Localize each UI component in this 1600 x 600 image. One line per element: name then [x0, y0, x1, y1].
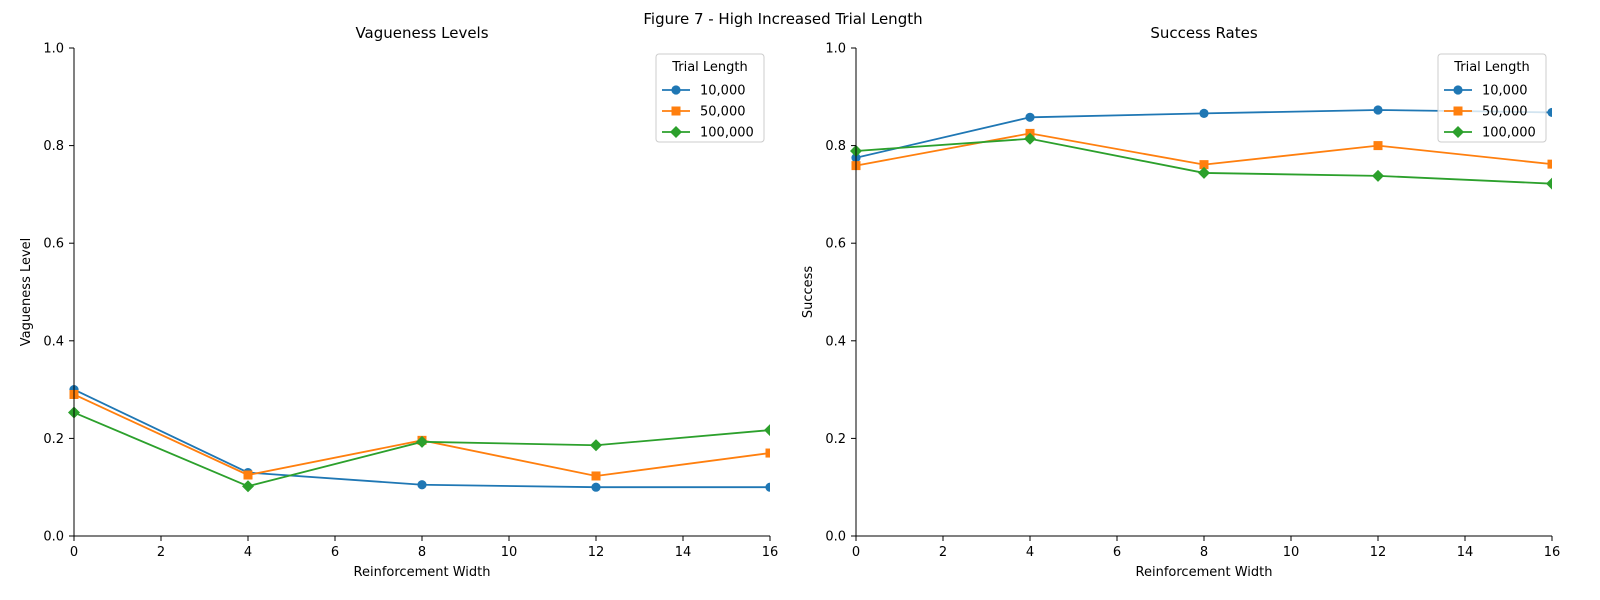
data-point: [1199, 108, 1209, 118]
plot-area: [850, 105, 1552, 190]
x-tick-label: 8: [418, 545, 426, 560]
x-tick-label: 16: [1544, 545, 1561, 560]
legend-label: 10,000: [700, 84, 746, 99]
data-point: [242, 480, 254, 493]
plot-area: [68, 385, 770, 493]
legend-marker: [671, 106, 681, 116]
x-tick-label: 10: [1283, 545, 1300, 560]
legend-marker: [671, 85, 681, 95]
legend-marker: [670, 126, 682, 138]
legend-label: 100,000: [700, 126, 754, 141]
legend-box: [655, 53, 765, 143]
x-tick-label: 2: [939, 545, 947, 560]
x-tick-label: 4: [1026, 545, 1034, 560]
y-axis-label: Vagueness Level: [19, 238, 34, 347]
data-point: [1547, 107, 1552, 118]
y-tick-label: 0.2: [43, 432, 64, 447]
data-point: [1199, 160, 1209, 170]
x-tick-label: 0: [70, 545, 78, 560]
legend-label: 50,000: [1482, 105, 1528, 120]
data-point: [417, 480, 427, 490]
data-point: [1547, 159, 1552, 169]
data-point: [416, 435, 428, 448]
x-tick-label: 0: [852, 545, 860, 560]
x-tick-label: 6: [331, 545, 339, 560]
legend-marker: [1453, 85, 1463, 95]
y-tick-label: 0.6: [43, 237, 64, 252]
chart-title: Success Rates: [1150, 24, 1258, 42]
legend-marker: [1453, 106, 1463, 116]
x-tick-label: 14: [675, 545, 692, 560]
y-tick-label: 0.4: [43, 334, 64, 349]
data-point: [1373, 141, 1383, 151]
x-tick-label: 12: [1370, 545, 1387, 560]
legend-box: [1437, 53, 1547, 143]
success-chart: Success Rates 0 2 4 6 8 10 12 14 16 0.0 0.2 0.4 0.6 0.…: [801, 24, 1560, 580]
data-point: [591, 471, 601, 481]
series-line: [73, 411, 770, 488]
data-point: [591, 482, 601, 492]
y-tick-label: 0.8: [43, 139, 64, 154]
x-tick-label: 6: [1113, 545, 1121, 560]
data-point: [1546, 177, 1552, 190]
chart-title: Vagueness Levels: [355, 24, 488, 42]
figure-title: Figure 7 - High Increased Trial Length: [643, 10, 922, 28]
x-tick-label: 8: [1200, 545, 1208, 560]
data-point: [764, 424, 770, 437]
vagueness-chart: Vagueness Levels 0 2 4 6 8 10 12 14 16 0.0 0.2 0.4 0.…: [19, 24, 778, 580]
data-point: [590, 439, 602, 452]
legend: Trial Length 10,000 50,000 100,000: [655, 53, 765, 143]
y-tick-label: 1.0: [825, 42, 846, 57]
legend-title: Trial Length: [1453, 60, 1530, 75]
y-tick-label: 0.2: [825, 432, 846, 447]
legend-label: 50,000: [700, 105, 746, 120]
data-point: [765, 448, 770, 458]
x-tick-label: 14: [1457, 545, 1474, 560]
data-point: [1373, 105, 1383, 115]
legend-marker: [1452, 126, 1464, 138]
data-point: [765, 482, 770, 492]
x-tick-label: 16: [762, 545, 779, 560]
y-tick-label: 0.0: [43, 530, 64, 545]
x-axis-label: Reinforcement Width: [1136, 565, 1273, 580]
data-point: [1372, 169, 1384, 182]
x-tick-label: 2: [157, 545, 165, 560]
x-axis-label: Reinforcement Width: [354, 565, 491, 580]
data-point: [243, 470, 253, 480]
legend: Trial Length 10,000 50,000 100,000: [1437, 53, 1547, 143]
y-tick-label: 0.4: [825, 334, 846, 349]
y-tick-label: 0.8: [825, 139, 846, 154]
legend-label: 10,000: [1482, 84, 1528, 99]
legend-title: Trial Length: [671, 60, 748, 75]
legend-label: 100,000: [1482, 126, 1536, 141]
y-tick-label: 0.6: [825, 237, 846, 252]
x-tick-label: 4: [244, 545, 252, 560]
data-point: [1024, 132, 1036, 145]
x-tick-label: 10: [501, 545, 518, 560]
series-line: [73, 393, 770, 477]
data-point: [1198, 166, 1210, 179]
data-point: [1025, 112, 1035, 122]
y-tick-label: 1.0: [43, 42, 64, 57]
y-axis-label: Success: [801, 266, 816, 319]
x-tick-label: 12: [588, 545, 605, 560]
y-tick-label: 0.0: [825, 530, 846, 545]
